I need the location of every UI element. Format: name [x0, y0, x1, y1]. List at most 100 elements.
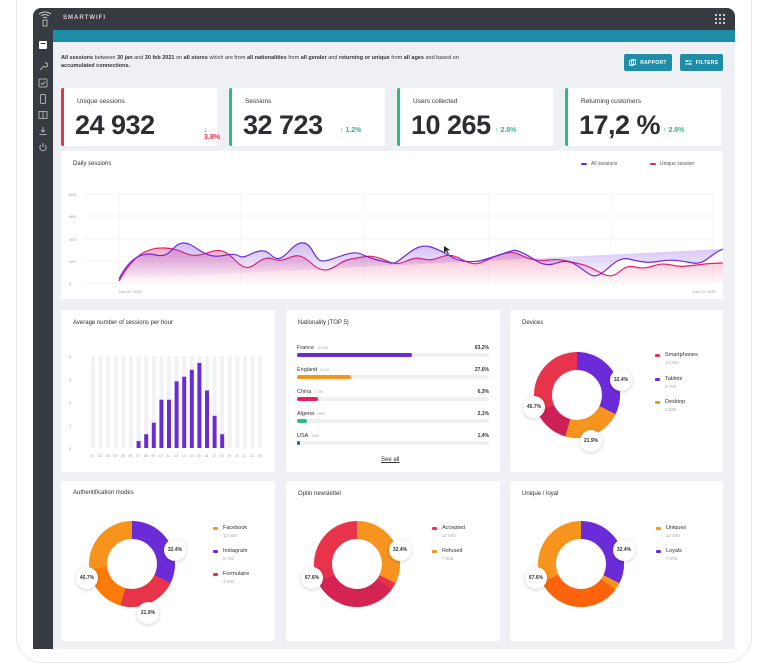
y-tick-label: 2 — [69, 400, 72, 405]
hour-label: 05 — [121, 454, 125, 458]
donut-label: 67.6% — [301, 567, 323, 589]
hour-label: 12 — [174, 454, 178, 458]
legend-refused[interactable]: Refused 7 255 — [432, 548, 463, 561]
optin-newsletter-card: Optin newsletter 32.4% 67.6% Accepted 12 … — [286, 481, 500, 641]
filter-summary: All sessions between 30 jan and 30 feb 2… — [61, 55, 459, 69]
sessions-per-hour-chart: 4 3 2 1 0 01 02 03 04 05 06 07 08 09 10 11 12 13 14 15… — [69, 354, 263, 458]
slice-refused — [314, 521, 400, 607]
slice-formulaire — [89, 521, 175, 607]
donut-label: 32.4% — [613, 539, 635, 561]
hour-bar — [189, 369, 194, 448]
donut-label: 45.7% — [76, 567, 98, 589]
card-title: Average number of sessions per hour — [73, 320, 173, 326]
power-icon[interactable] — [38, 142, 48, 152]
layout-icon[interactable] — [38, 110, 48, 120]
y-tick-label: 0 — [69, 281, 72, 286]
hour-label: 04 — [113, 454, 117, 458]
hour-bar — [212, 415, 217, 448]
slice-loyals — [538, 521, 624, 607]
hour-label: 09 — [151, 454, 155, 458]
unique-session-area — [119, 247, 723, 283]
hour-label: 06 — [129, 454, 133, 458]
x-start-label: Nov 20, 2020 — [119, 290, 142, 294]
hour-label: 23 — [258, 454, 262, 458]
legend-accepted[interactable]: Accepted 12 945 — [432, 525, 465, 538]
kpi-value: 17,2 % — [579, 110, 661, 140]
donut-label: 45.7% — [523, 396, 545, 418]
kpi-label: Users collected — [413, 98, 458, 105]
kpi-trend: ↑ 2.8% — [663, 127, 685, 134]
legend-instagram[interactable]: Instagram 9 752 — [213, 548, 247, 561]
y-tick-label: 1 — [69, 423, 72, 428]
card-title: Devices — [522, 320, 544, 326]
kpi-value: 24 932 — [75, 110, 155, 140]
nationality-bar — [297, 419, 307, 423]
devices-donut-chart — [534, 352, 620, 438]
hour-label: 18 — [220, 454, 224, 458]
legend-loyals[interactable]: Loyals 7 255 — [656, 548, 682, 561]
sidebar — [33, 30, 53, 649]
y-tick-label: 800 — [69, 192, 76, 197]
optin-donut-chart — [314, 521, 400, 607]
legend-tablets[interactable]: Tablets 6 755 — [655, 376, 682, 389]
sliders-icon — [684, 60, 692, 65]
hour-label: 14 — [189, 454, 193, 458]
hour-bar — [205, 390, 209, 448]
donut-label: 32.4% — [164, 539, 186, 561]
checklist-icon[interactable] — [38, 78, 48, 88]
auth-modes-card: Authentification modes 32.4% 21.9% 45.7%… — [61, 481, 275, 641]
see-all-link[interactable]: See all — [381, 457, 400, 463]
kpi-sessions: Sessions 32 723 ↑ 1.2% — [229, 88, 385, 146]
hour-label: 03 — [106, 454, 110, 458]
hour-label: 15 — [197, 454, 201, 458]
daily-sessions-chart: 800 600 400 200 0 Nov 20, 2020 Dec 13, 2… — [69, 191, 723, 294]
download-icon[interactable] — [38, 126, 48, 136]
kpi-trend: ↑ 1.2% — [340, 127, 362, 134]
dashboard-icon[interactable] — [38, 40, 48, 50]
hour-label: 11 — [167, 454, 171, 458]
donut-label: 32.4% — [610, 369, 632, 391]
legend-uniques[interactable]: Uniques 12 945 — [656, 525, 686, 538]
kpi-value: 10 265 — [411, 110, 491, 140]
nationality-bar — [297, 441, 300, 445]
hour-bar — [220, 434, 225, 448]
kpi-users-collected: Users collected 10 265 ↑ 2.8% — [397, 88, 553, 146]
accent-bar — [53, 30, 735, 42]
top-bar: SMARTWIFI — [33, 8, 735, 30]
legend-desktop[interactable]: Desktop 4 295 — [655, 399, 685, 412]
y-tick-label: 4 — [69, 354, 72, 359]
hour-label: 17 — [212, 454, 216, 458]
kpi-label: Sessions — [245, 98, 272, 105]
devices-card: Devices 32.4% 21.9% 45.7% Smartphones 12 … — [510, 310, 723, 472]
all-sessions-line — [118, 242, 723, 280]
kpi-unique-sessions: Unique sessions 24 932 ↓ 3.8% — [61, 88, 220, 146]
legend-formulaire[interactable]: Formulaire 4 294 — [213, 571, 249, 584]
donut-label: 32.4% — [389, 539, 411, 561]
wifi-logo-icon[interactable] — [38, 11, 52, 27]
device-icon[interactable] — [38, 94, 48, 104]
hour-label: 21 — [243, 454, 247, 458]
legend-all-sessions[interactable]: All sessions — [581, 161, 617, 167]
nationality-card: Nationality (TOP 5) France 12 945 63,2% E… — [286, 310, 500, 472]
hour-label: 22 — [250, 454, 254, 458]
daily-sessions-card: Daily sessions All sessions Unique sessi… — [61, 151, 723, 299]
x-end-label: Dec 13, 2020 — [693, 290, 716, 294]
card-title: Nationality (TOP 5) — [298, 320, 349, 326]
slice-instagram — [89, 521, 175, 607]
wrench-icon[interactable] — [38, 62, 48, 72]
y-tick-label: 0 — [69, 446, 72, 451]
hour-bar — [159, 399, 164, 448]
hour-bar — [182, 376, 187, 448]
donut-label: 67.6% — [525, 567, 547, 589]
filters-button[interactable]: FILTERS — [680, 54, 723, 71]
hour-label: 13 — [182, 454, 186, 458]
mouse-cursor-icon — [444, 246, 450, 254]
report-button[interactable]: RAPPORT — [624, 54, 672, 71]
legend-facebook[interactable]: Facebook 12 945 — [213, 525, 247, 538]
apps-grid-icon[interactable] — [715, 14, 725, 24]
card-title: Unique / loyal — [522, 491, 559, 497]
legend-unique-session[interactable]: Unique session — [650, 161, 694, 167]
card-title: Optin newsletter — [298, 491, 342, 497]
legend-smartphones[interactable]: Smartphones 12 945 — [655, 352, 698, 365]
hour-label: 02 — [98, 454, 102, 458]
